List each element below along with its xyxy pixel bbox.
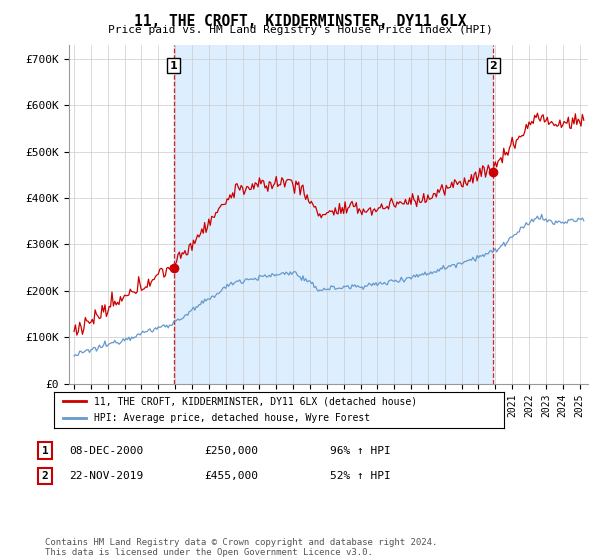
Text: 1: 1: [170, 60, 178, 71]
Text: 52% ↑ HPI: 52% ↑ HPI: [330, 471, 391, 481]
Text: 2: 2: [490, 60, 497, 71]
Text: £455,000: £455,000: [204, 471, 258, 481]
Text: HPI: Average price, detached house, Wyre Forest: HPI: Average price, detached house, Wyre…: [95, 413, 371, 423]
Text: 11, THE CROFT, KIDDERMINSTER, DY11 6LX: 11, THE CROFT, KIDDERMINSTER, DY11 6LX: [134, 14, 466, 29]
Text: 11, THE CROFT, KIDDERMINSTER, DY11 6LX (detached house): 11, THE CROFT, KIDDERMINSTER, DY11 6LX (…: [95, 396, 418, 406]
Text: 96% ↑ HPI: 96% ↑ HPI: [330, 446, 391, 456]
Text: £250,000: £250,000: [204, 446, 258, 456]
Text: 22-NOV-2019: 22-NOV-2019: [69, 471, 143, 481]
Text: 2: 2: [41, 471, 49, 481]
Bar: [174, 45, 493, 384]
Text: 1: 1: [41, 446, 49, 456]
Text: Contains HM Land Registry data © Crown copyright and database right 2024.
This d: Contains HM Land Registry data © Crown c…: [45, 538, 437, 557]
Text: 08-DEC-2000: 08-DEC-2000: [69, 446, 143, 456]
Text: Price paid vs. HM Land Registry's House Price Index (HPI): Price paid vs. HM Land Registry's House …: [107, 25, 493, 35]
